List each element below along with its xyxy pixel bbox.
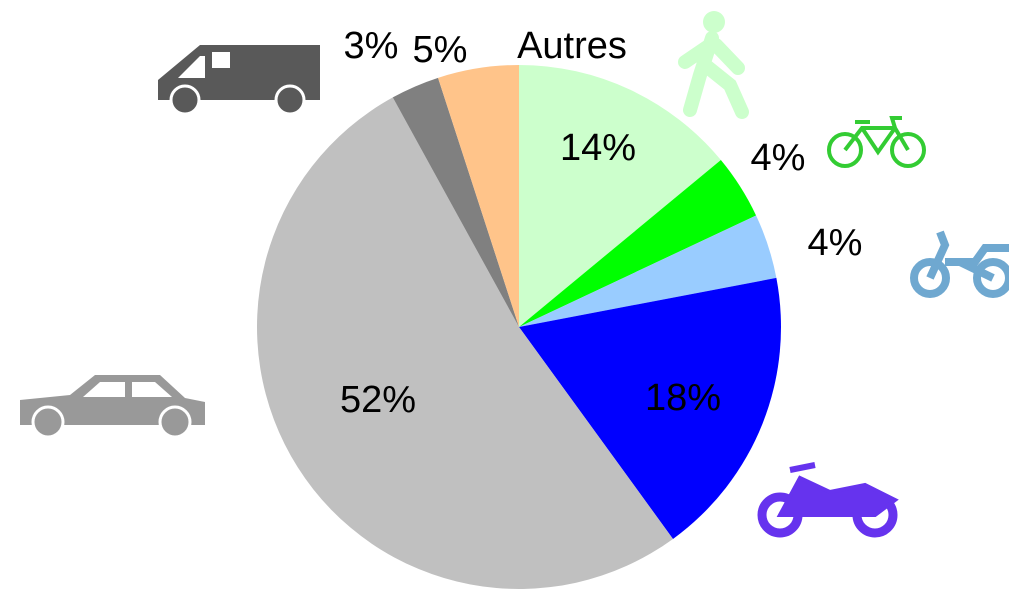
pie-slice [519, 159, 757, 327]
value-label: 14% [560, 127, 636, 169]
icons [20, 11, 1009, 538]
pie-slice [392, 77, 519, 327]
pie-slice [438, 65, 519, 327]
pie-slice [257, 97, 673, 589]
pie [257, 65, 781, 589]
value-label: 52% [340, 379, 416, 421]
labels: 14% 4% 4% 18% 52% 3% 5% Autres [340, 25, 862, 421]
pie-slice [519, 65, 721, 327]
value-label: 4% [751, 137, 806, 179]
bicycle-icon [827, 116, 926, 168]
pie-slice [519, 215, 777, 327]
value-label: 18% [645, 377, 721, 419]
motorcycle-icon [757, 462, 899, 538]
van-icon [158, 45, 320, 116]
value-label: 4% [808, 222, 863, 264]
value-label: 5% [413, 29, 468, 71]
category-label: Autres [517, 25, 627, 67]
value-label: 3% [344, 25, 399, 67]
pedestrian-icon [678, 11, 749, 119]
pie-slice [519, 277, 781, 539]
moped-icon [910, 230, 1009, 298]
car-icon [20, 375, 205, 439]
